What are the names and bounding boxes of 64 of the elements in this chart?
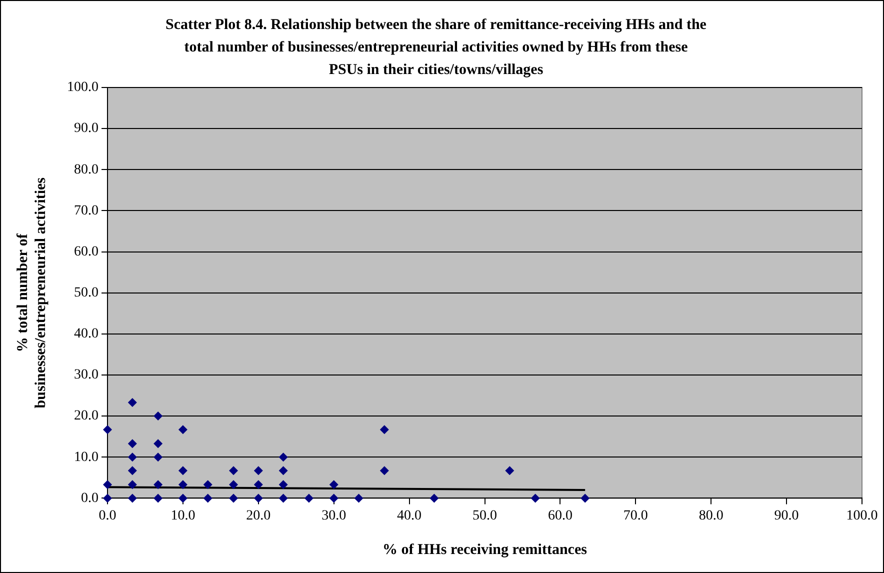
y-tick-label: 10.0 (74, 450, 98, 465)
x-tick-label: 20.0 (246, 508, 271, 524)
point (254, 466, 263, 476)
point (128, 494, 137, 503)
point (178, 466, 188, 476)
x-tick-label: 0.0 (98, 508, 116, 524)
point (278, 494, 288, 503)
point (329, 480, 338, 490)
point (128, 466, 137, 476)
point (580, 494, 590, 503)
point (430, 494, 439, 503)
point (154, 480, 163, 490)
point (380, 466, 389, 476)
point (254, 494, 263, 503)
y-tick-label: 0.0 (81, 490, 98, 506)
point (203, 480, 212, 490)
point (154, 439, 163, 448)
point (103, 425, 112, 434)
x-tick-label: 100.0 (846, 508, 878, 524)
y-tick-label: 50.0 (74, 286, 98, 301)
y-tick-label: 90.0 (74, 121, 98, 136)
point (329, 494, 338, 503)
point (128, 480, 137, 490)
y-tick-label: 30.0 (74, 368, 98, 383)
x-tick-label: 30.0 (322, 508, 346, 524)
y-tick-label: 60.0 (74, 244, 98, 260)
x-tick-label: 80.0 (698, 508, 724, 524)
point (178, 425, 188, 434)
x-tick-label: 10.0 (170, 508, 196, 524)
point (103, 480, 112, 490)
chart-title: Scatter Plot 8.4. Relationship between the share of remittance-receiving HHs and the total number of businesses/entrepreneurial activities owned by HHs from these PSUs in their cities/towns/villages (166, 17, 707, 78)
x-tick-label: 50.0 (472, 508, 497, 524)
point (154, 412, 163, 421)
point (304, 494, 314, 503)
point (530, 494, 540, 503)
point (278, 452, 288, 462)
point (354, 494, 364, 503)
point (278, 466, 288, 476)
y-axis-title: % total number of businesses/entrepreneurial activities (14, 177, 49, 408)
y-tick-label: 20.0 (74, 408, 98, 424)
point (178, 480, 188, 490)
point (229, 466, 238, 476)
point (380, 425, 389, 434)
y-tick-label: 70.0 (74, 203, 98, 218)
point (178, 494, 188, 503)
point (203, 494, 212, 503)
point (254, 480, 263, 490)
y-tick-label: 40.0 (74, 326, 98, 342)
point (505, 466, 514, 476)
point (128, 439, 137, 448)
point (154, 452, 163, 462)
point (128, 398, 137, 408)
x-tick-label: 40.0 (397, 508, 422, 524)
point (154, 494, 163, 503)
x-tick-label: 60.0 (548, 508, 572, 524)
x-tick-label: 90.0 (774, 508, 799, 524)
x-tick-label: 70.0 (623, 508, 648, 524)
point (229, 480, 238, 490)
point (229, 494, 238, 503)
point (278, 480, 288, 490)
y-tick-label: 100.0 (67, 80, 98, 96)
y-tick-label: 80.0 (74, 162, 98, 178)
x-axis-title: % of HHs receiving remittances (382, 542, 588, 558)
point (128, 452, 137, 462)
